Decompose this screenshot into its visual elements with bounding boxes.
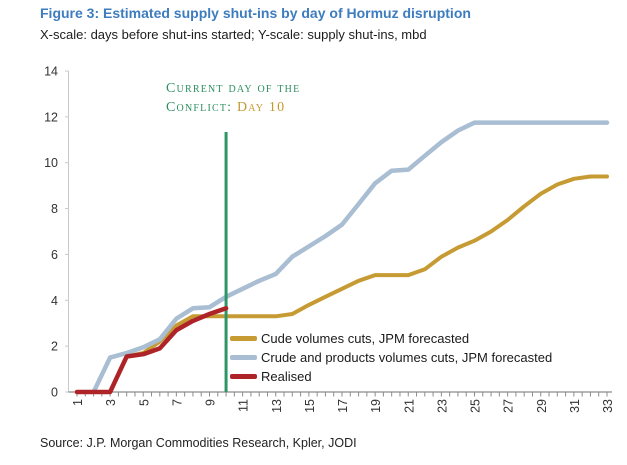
svg-text:29: 29 — [535, 399, 549, 413]
svg-text:3: 3 — [104, 399, 118, 406]
svg-text:14: 14 — [44, 65, 58, 79]
legend-label: Cude volumes cuts, JPM forecasted — [261, 331, 470, 346]
svg-text:4: 4 — [51, 294, 58, 308]
figure-subtitle: X-scale: days before shut-ins started; Y… — [40, 27, 427, 42]
svg-text:6: 6 — [51, 248, 58, 262]
figure-title: Figure 3: Estimated supply shut-ins by d… — [40, 5, 471, 21]
annotation-day10-label: Day 10 — [236, 100, 286, 115]
annotation-text-green: Current day of the — [166, 81, 301, 96]
svg-text:10: 10 — [44, 156, 58, 170]
svg-text:0: 0 — [51, 386, 58, 400]
svg-text:17: 17 — [336, 399, 350, 413]
chart-legend: Cude volumes cuts, JPM forecasted Crude … — [230, 329, 552, 386]
legend-item-realised: Realised — [230, 367, 552, 386]
annotation-line2: Conflict: Day 10 — [166, 98, 300, 117]
svg-text:33: 33 — [601, 399, 615, 413]
svg-text:1: 1 — [71, 399, 85, 406]
annotation-current-day: Current day of the Conflict: Day 10 — [166, 79, 300, 117]
annotation-conflict-label: Conflict: — [166, 100, 237, 115]
svg-text:19: 19 — [369, 399, 383, 413]
legend-swatch-red-line — [230, 374, 257, 379]
svg-text:9: 9 — [204, 399, 218, 406]
svg-text:13: 13 — [270, 399, 284, 413]
svg-text:12: 12 — [44, 110, 58, 124]
svg-text:21: 21 — [402, 399, 416, 413]
svg-text:7: 7 — [170, 399, 184, 406]
svg-text:27: 27 — [502, 399, 516, 413]
legend-item-crude-jpm: Cude volumes cuts, JPM forecasted — [230, 329, 552, 348]
legend-label: Realised — [261, 369, 312, 384]
svg-text:8: 8 — [51, 202, 58, 216]
source-note: Source: J.P. Morgan Commodities Research… — [40, 436, 357, 450]
svg-text:23: 23 — [435, 399, 449, 413]
legend-item-crude-products-jpm: Crude and products volumes cuts, JPM for… — [230, 348, 552, 367]
svg-text:5: 5 — [137, 399, 151, 406]
annotation-line1: Current day of the — [166, 79, 300, 98]
legend-label: Crude and products volumes cuts, JPM for… — [261, 350, 553, 365]
svg-text:2: 2 — [51, 340, 58, 354]
svg-text:15: 15 — [303, 399, 317, 413]
svg-text:31: 31 — [568, 399, 582, 413]
svg-text:25: 25 — [469, 399, 483, 413]
legend-swatch-gold-line — [230, 336, 257, 341]
svg-text:11: 11 — [237, 399, 251, 412]
legend-swatch-blue-line — [230, 355, 257, 360]
